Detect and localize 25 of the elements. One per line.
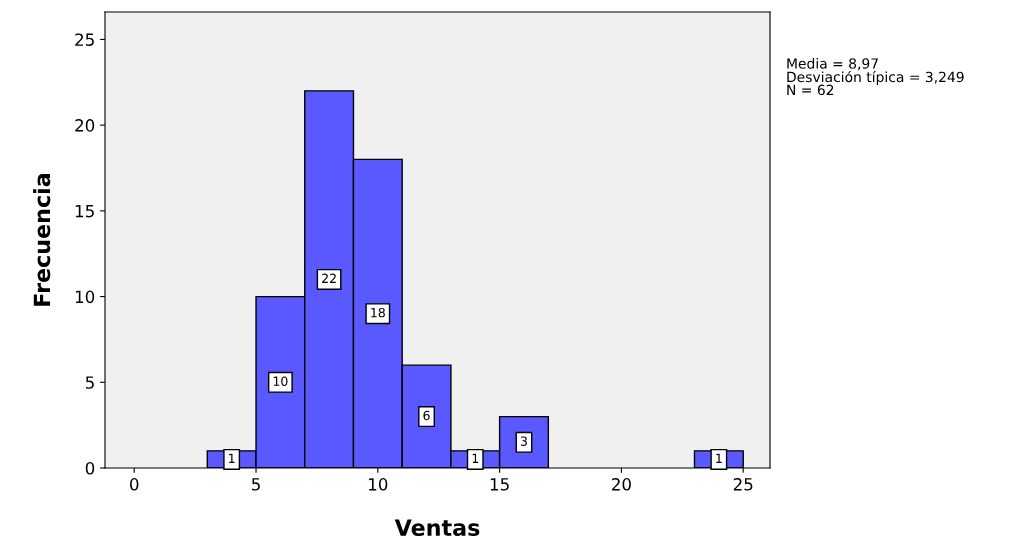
text: Media = 8,97 [787,58,878,71]
y-tick-label: 5 [85,376,94,389]
x-tick-label: 0 [130,478,139,491]
x-tick-label: 25 [733,478,753,491]
y-tick-label: 0 [85,461,95,475]
data-label: 1 [472,453,479,463]
y-tick-label: 20 [75,119,95,132]
y-tick-label: 10 [75,290,95,304]
x-axis-title: Ventas [394,519,480,537]
y-tick-label: 15 [75,205,94,218]
y-axis-title: Frecuencia [33,174,51,306]
x-tick-label: 20 [612,478,631,491]
data-label: 1 [716,453,722,463]
x-tick-label: 15 [490,478,509,491]
data-label: 22 [322,273,336,283]
data-label: 3 [520,436,527,446]
data-label: 10 [273,376,288,386]
text: Desviación típica = 3,249 [787,70,964,85]
data-label: 18 [371,307,385,318]
y-tick-label: 25 [75,33,94,46]
data-label: 1 [229,453,235,463]
data-label: 6 [423,410,430,421]
x-tick-label: 10 [369,478,388,491]
text: N = 62 [787,84,834,96]
x-tick-label: 5 [252,478,260,491]
